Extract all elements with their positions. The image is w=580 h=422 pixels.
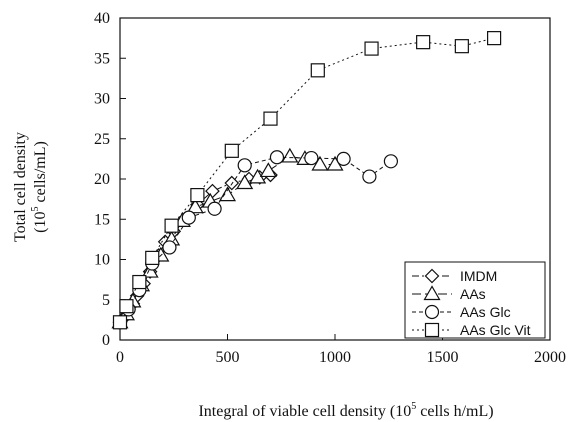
y-axis-title: Total cell density (105 cells/mL) bbox=[12, 132, 49, 242]
series-triangle bbox=[111, 147, 344, 329]
data-point-square bbox=[145, 250, 160, 265]
data-point-square bbox=[190, 188, 205, 203]
legend: IMDM AAs AAs Glc AAs Glc Vit bbox=[404, 261, 546, 339]
data-point-square bbox=[224, 143, 239, 158]
data-point-circle bbox=[181, 210, 196, 225]
data-point-circle bbox=[207, 201, 222, 216]
legend-label: IMDM bbox=[460, 268, 497, 284]
data-point-triangle bbox=[218, 186, 237, 202]
y-axis-title-line1: Total cell density bbox=[12, 132, 29, 242]
legend-label: AAs bbox=[460, 286, 486, 302]
legend-marker-square bbox=[424, 322, 440, 338]
y-tick-label: 30 bbox=[94, 91, 110, 108]
y-ticks: 0 5 10 15 20 25 30 35 40 bbox=[94, 10, 126, 349]
x-tick-label: 500 bbox=[216, 349, 240, 366]
series-circle bbox=[112, 150, 398, 330]
data-point-triangle bbox=[259, 162, 277, 178]
x-axis-title-tail: cells h/mL) bbox=[416, 403, 493, 420]
x-tick-label: 1500 bbox=[427, 349, 459, 366]
y-tick-label: 25 bbox=[94, 131, 110, 148]
legend-marker-triangle bbox=[423, 285, 441, 301]
data-point-circle bbox=[304, 150, 319, 166]
data-point-circle bbox=[269, 150, 285, 165]
data-point-square bbox=[416, 35, 431, 50]
x-axis-title-text: Integral of viable cell density (105 cel… bbox=[198, 401, 493, 420]
y-axis-title-line2-tail: cells/mL) bbox=[32, 141, 49, 206]
x-tick-label: 0 bbox=[116, 349, 124, 366]
legend-item: AAs Glc bbox=[412, 304, 511, 320]
data-point-triangle bbox=[236, 174, 254, 190]
y-axis-title-line2: (105 cells/mL) bbox=[30, 141, 49, 233]
x-axis-title-sup: 5 bbox=[411, 401, 416, 412]
data-point-square bbox=[454, 39, 469, 54]
legend-items: IMDM AAs AAs Glc AAs Glc Vit bbox=[412, 268, 531, 338]
x-axis-title: Integral of viable cell density (105 cel… bbox=[198, 401, 493, 420]
y-tick-label: 40 bbox=[94, 10, 110, 27]
data-point-square bbox=[310, 63, 325, 78]
y-tick-label: 15 bbox=[94, 211, 110, 228]
y-tick-label: 35 bbox=[94, 50, 110, 67]
series-layer bbox=[111, 31, 502, 330]
data-point-triangle bbox=[311, 155, 329, 171]
data-point-triangle bbox=[281, 147, 299, 163]
data-point-triangle bbox=[186, 198, 204, 214]
data-point-circle bbox=[362, 169, 377, 184]
y-tick-label: 20 bbox=[94, 171, 110, 188]
legend-item: IMDM bbox=[412, 268, 497, 284]
data-point-circle bbox=[383, 154, 398, 169]
data-point-square bbox=[364, 41, 379, 56]
legend-label: AAs Glc bbox=[460, 304, 511, 320]
data-point-square bbox=[164, 218, 179, 233]
data-point-diamond bbox=[224, 175, 240, 191]
legend-item: AAs bbox=[412, 285, 486, 302]
y-axis-title-line2-sup: 5 bbox=[30, 206, 41, 211]
x-axis-title-main: Integral of viable cell density (10 bbox=[198, 403, 411, 420]
x-tick-label: 1000 bbox=[319, 349, 351, 366]
series-square bbox=[112, 31, 502, 330]
legend-marker-circle bbox=[424, 304, 440, 320]
legend-marker-diamond bbox=[424, 268, 440, 284]
y-tick-label: 10 bbox=[94, 252, 110, 269]
data-point-circle bbox=[237, 158, 252, 173]
data-point-circle bbox=[162, 240, 177, 255]
data-point-square bbox=[263, 111, 278, 126]
data-point-circle bbox=[336, 151, 351, 166]
data-point-square bbox=[132, 274, 147, 290]
legend-label: AAs Glc Vit bbox=[460, 322, 531, 338]
x-ticks: 0 500 1000 1500 2000 bbox=[116, 334, 566, 366]
data-point-square bbox=[487, 31, 502, 46]
y-tick-label: 0 bbox=[102, 332, 110, 349]
data-point-square bbox=[119, 299, 134, 314]
y-tick-label: 5 bbox=[102, 292, 110, 309]
x-tick-label: 2000 bbox=[534, 349, 566, 366]
legend-item: AAs Glc Vit bbox=[412, 322, 531, 338]
data-point-square bbox=[112, 315, 128, 330]
data-point-triangle bbox=[141, 262, 159, 278]
y-axis-title-line2-main: (10 bbox=[32, 211, 49, 232]
